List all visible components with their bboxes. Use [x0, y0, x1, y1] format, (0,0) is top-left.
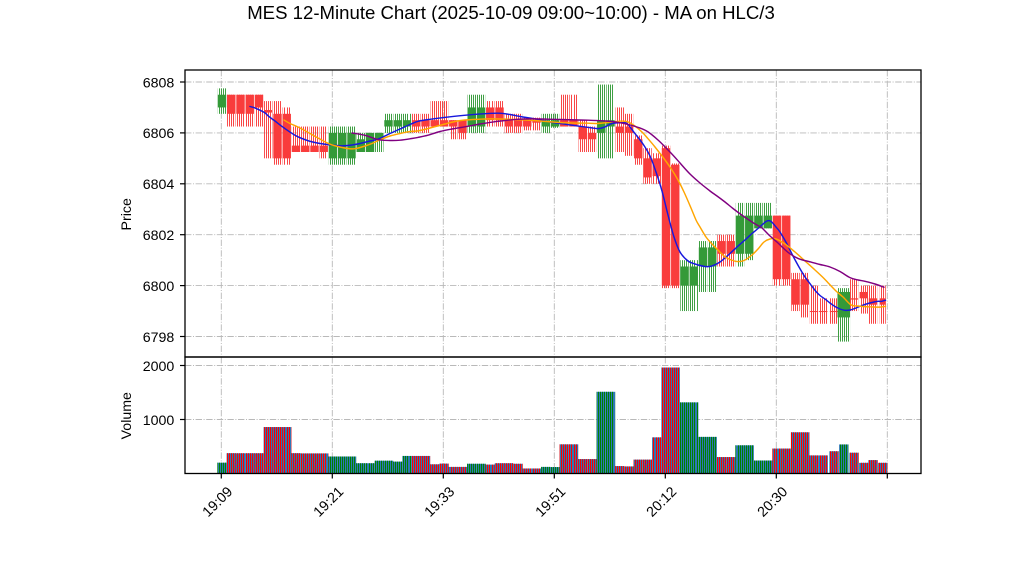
svg-text:6802: 6802 — [143, 228, 175, 244]
svg-text:Volume: Volume — [119, 392, 135, 439]
svg-text:MES 12-Minute Chart (2025-10-0: MES 12-Minute Chart (2025-10-09 09:00~10… — [247, 2, 775, 23]
svg-text:2000: 2000 — [143, 359, 175, 375]
svg-text:Price: Price — [119, 198, 135, 230]
svg-text:1000: 1000 — [143, 413, 175, 429]
svg-text:6804: 6804 — [143, 177, 175, 193]
svg-text:6808: 6808 — [143, 75, 175, 91]
svg-text:6800: 6800 — [143, 279, 175, 295]
svg-text:6806: 6806 — [143, 126, 175, 142]
svg-text:6798: 6798 — [143, 330, 175, 346]
